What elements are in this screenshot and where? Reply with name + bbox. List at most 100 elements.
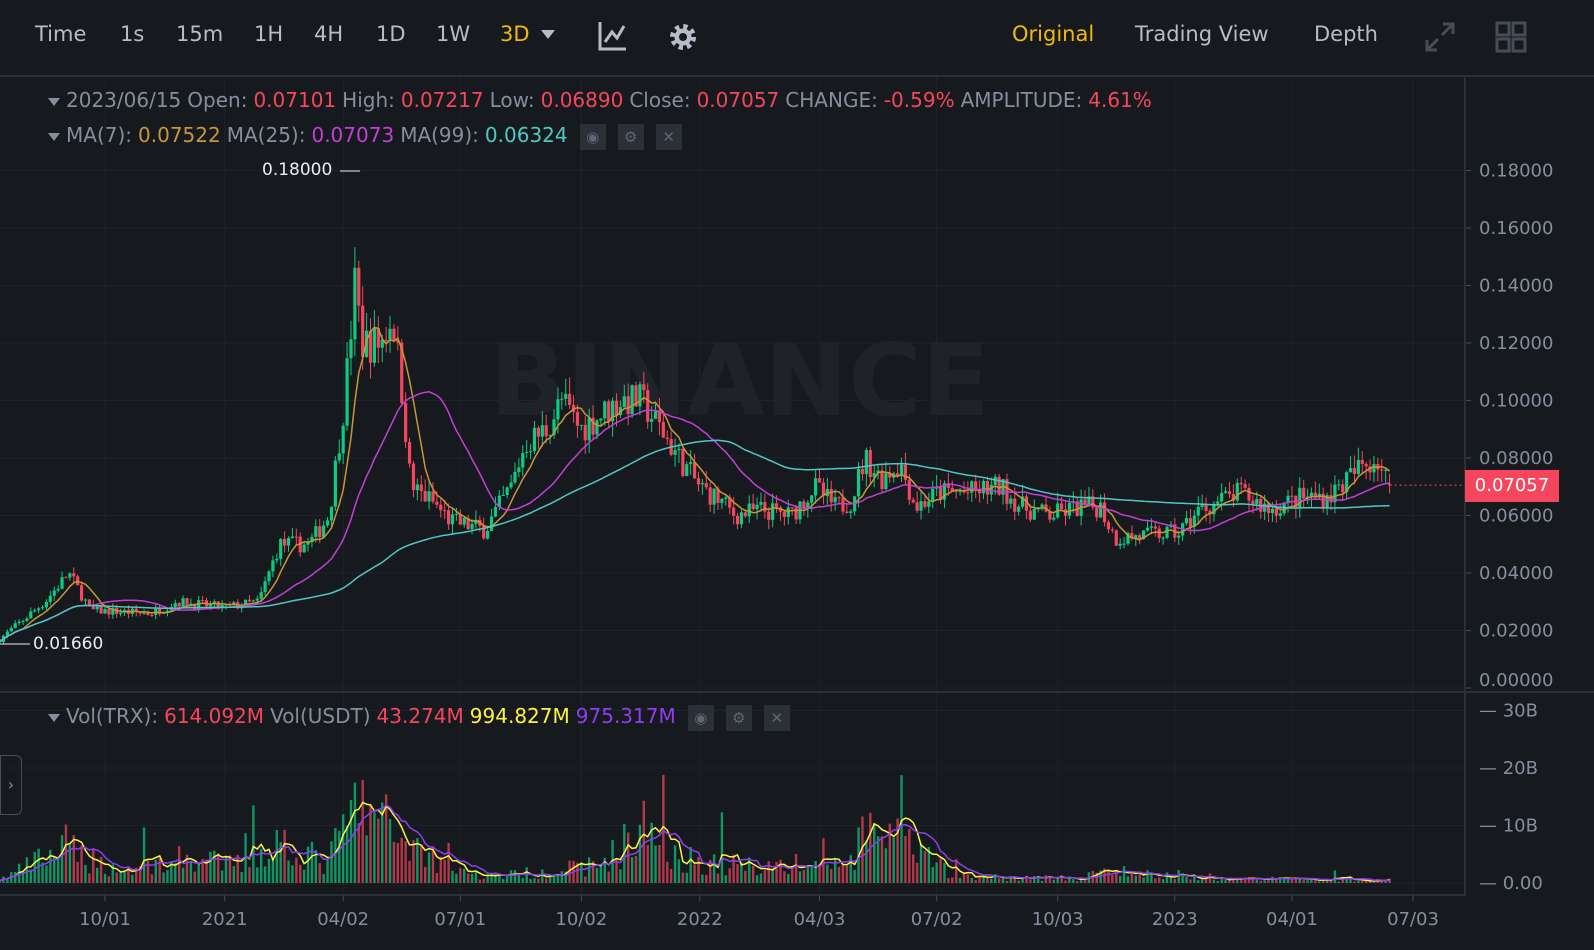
candle [1020,485,1025,509]
volume-bar [0,881,1,883]
candle-body [368,330,373,363]
candle-body [263,581,267,593]
candle-body [208,604,213,607]
volume-bar [13,871,17,883]
fullscreen-icon[interactable] [1424,21,1456,53]
volume-bar [72,834,75,883]
candle-body [1286,495,1290,503]
volume-bar [326,858,329,883]
settings-gear-icon[interactable] [667,21,699,53]
volume-bar [1267,877,1270,883]
eye-icon[interactable]: ◉ [579,123,606,150]
volume-bar [259,848,263,883]
collapse-triangle-icon[interactable] [48,97,60,106]
collapse-triangle-icon[interactable] [48,132,60,141]
candle-body [841,497,845,512]
candle [911,497,915,504]
candle-body [552,419,556,436]
time-tick-label: 07/01 [434,909,486,930]
candle [1341,479,1345,501]
candle-body [361,305,365,357]
volume-bar [1220,879,1223,883]
candle [564,378,568,406]
candle-body [942,483,947,500]
candle [474,510,478,529]
candle [931,480,935,509]
volume-bar [1076,881,1079,883]
candle [1122,537,1126,549]
candle-body [751,503,755,510]
interval-15m[interactable]: 15m [176,22,224,46]
chart-type-icon[interactable] [597,20,629,52]
candle-body [247,599,252,602]
max-marker-label: 0.18000 [262,160,332,180]
view-original[interactable]: Original [1012,22,1095,46]
candle-body [560,398,564,400]
candle-body [95,606,99,610]
candle-body [279,538,283,559]
gear-icon[interactable]: ⚙ [725,704,752,731]
candle-body [232,602,236,605]
volume-bar [830,868,833,883]
volume-bar [423,866,427,883]
view-depth[interactable]: Depth [1314,22,1378,46]
candle-body [614,400,619,416]
volume-tick-label: — 20B [1479,758,1538,779]
candle [286,536,291,552]
candle [1138,533,1142,545]
interval-1s[interactable]: 1s [120,22,145,46]
interval-dropdown-icon[interactable] [541,30,555,39]
gear-icon[interactable]: ⚙ [617,123,644,150]
candle-body [704,483,708,488]
volume-bar [525,867,528,883]
volume-bar [1033,876,1036,883]
candle [919,490,923,520]
expand-sidebar-button[interactable]: › [0,755,22,815]
close-icon[interactable]: ✕ [655,123,682,150]
low-label: Low: [489,88,535,112]
eye-icon[interactable]: ◉ [687,704,714,731]
volume-bar [1079,878,1083,883]
candle-body [1083,499,1087,505]
interval-4h[interactable]: 4H [314,22,344,46]
candle [579,424,583,431]
volume-bar [220,870,224,883]
candle [220,600,224,612]
volume-bar [908,829,911,883]
candle-body [1020,496,1025,507]
view-trading-view[interactable]: Trading View [1135,22,1269,46]
candle-body [568,393,572,405]
candle-body [821,482,826,497]
candle [21,619,25,625]
interval-time[interactable]: Time [35,22,87,46]
volume-bar [751,866,755,883]
interval-3d[interactable]: 3D [500,22,530,46]
collapse-triangle-icon[interactable] [48,713,60,722]
volume-bar [685,872,688,883]
layout-grid-icon[interactable] [1495,21,1527,53]
candle [810,494,814,512]
volume-bar [736,864,739,883]
candle-body [294,536,298,538]
volume-bar [213,850,216,883]
volume-bar [662,774,665,883]
volume-bar [396,843,400,883]
candle [704,471,708,490]
volume-bar [1130,873,1134,883]
candle [798,501,802,524]
interval-1d[interactable]: 1D [376,22,406,46]
volume-bar [252,805,255,883]
interval-1w[interactable]: 1W [436,22,471,46]
candle-body [415,484,419,491]
candle-body [681,448,685,477]
volume-bar [1142,877,1145,883]
volume-bar [1368,881,1372,883]
candle-body [1106,522,1111,530]
interval-1h[interactable]: 1H [254,22,284,46]
candle [509,474,513,490]
volume-bar [560,871,564,883]
candle-body [486,530,490,539]
close-icon[interactable]: ✕ [763,704,790,731]
volume-bar [580,862,583,883]
candle [505,486,509,499]
